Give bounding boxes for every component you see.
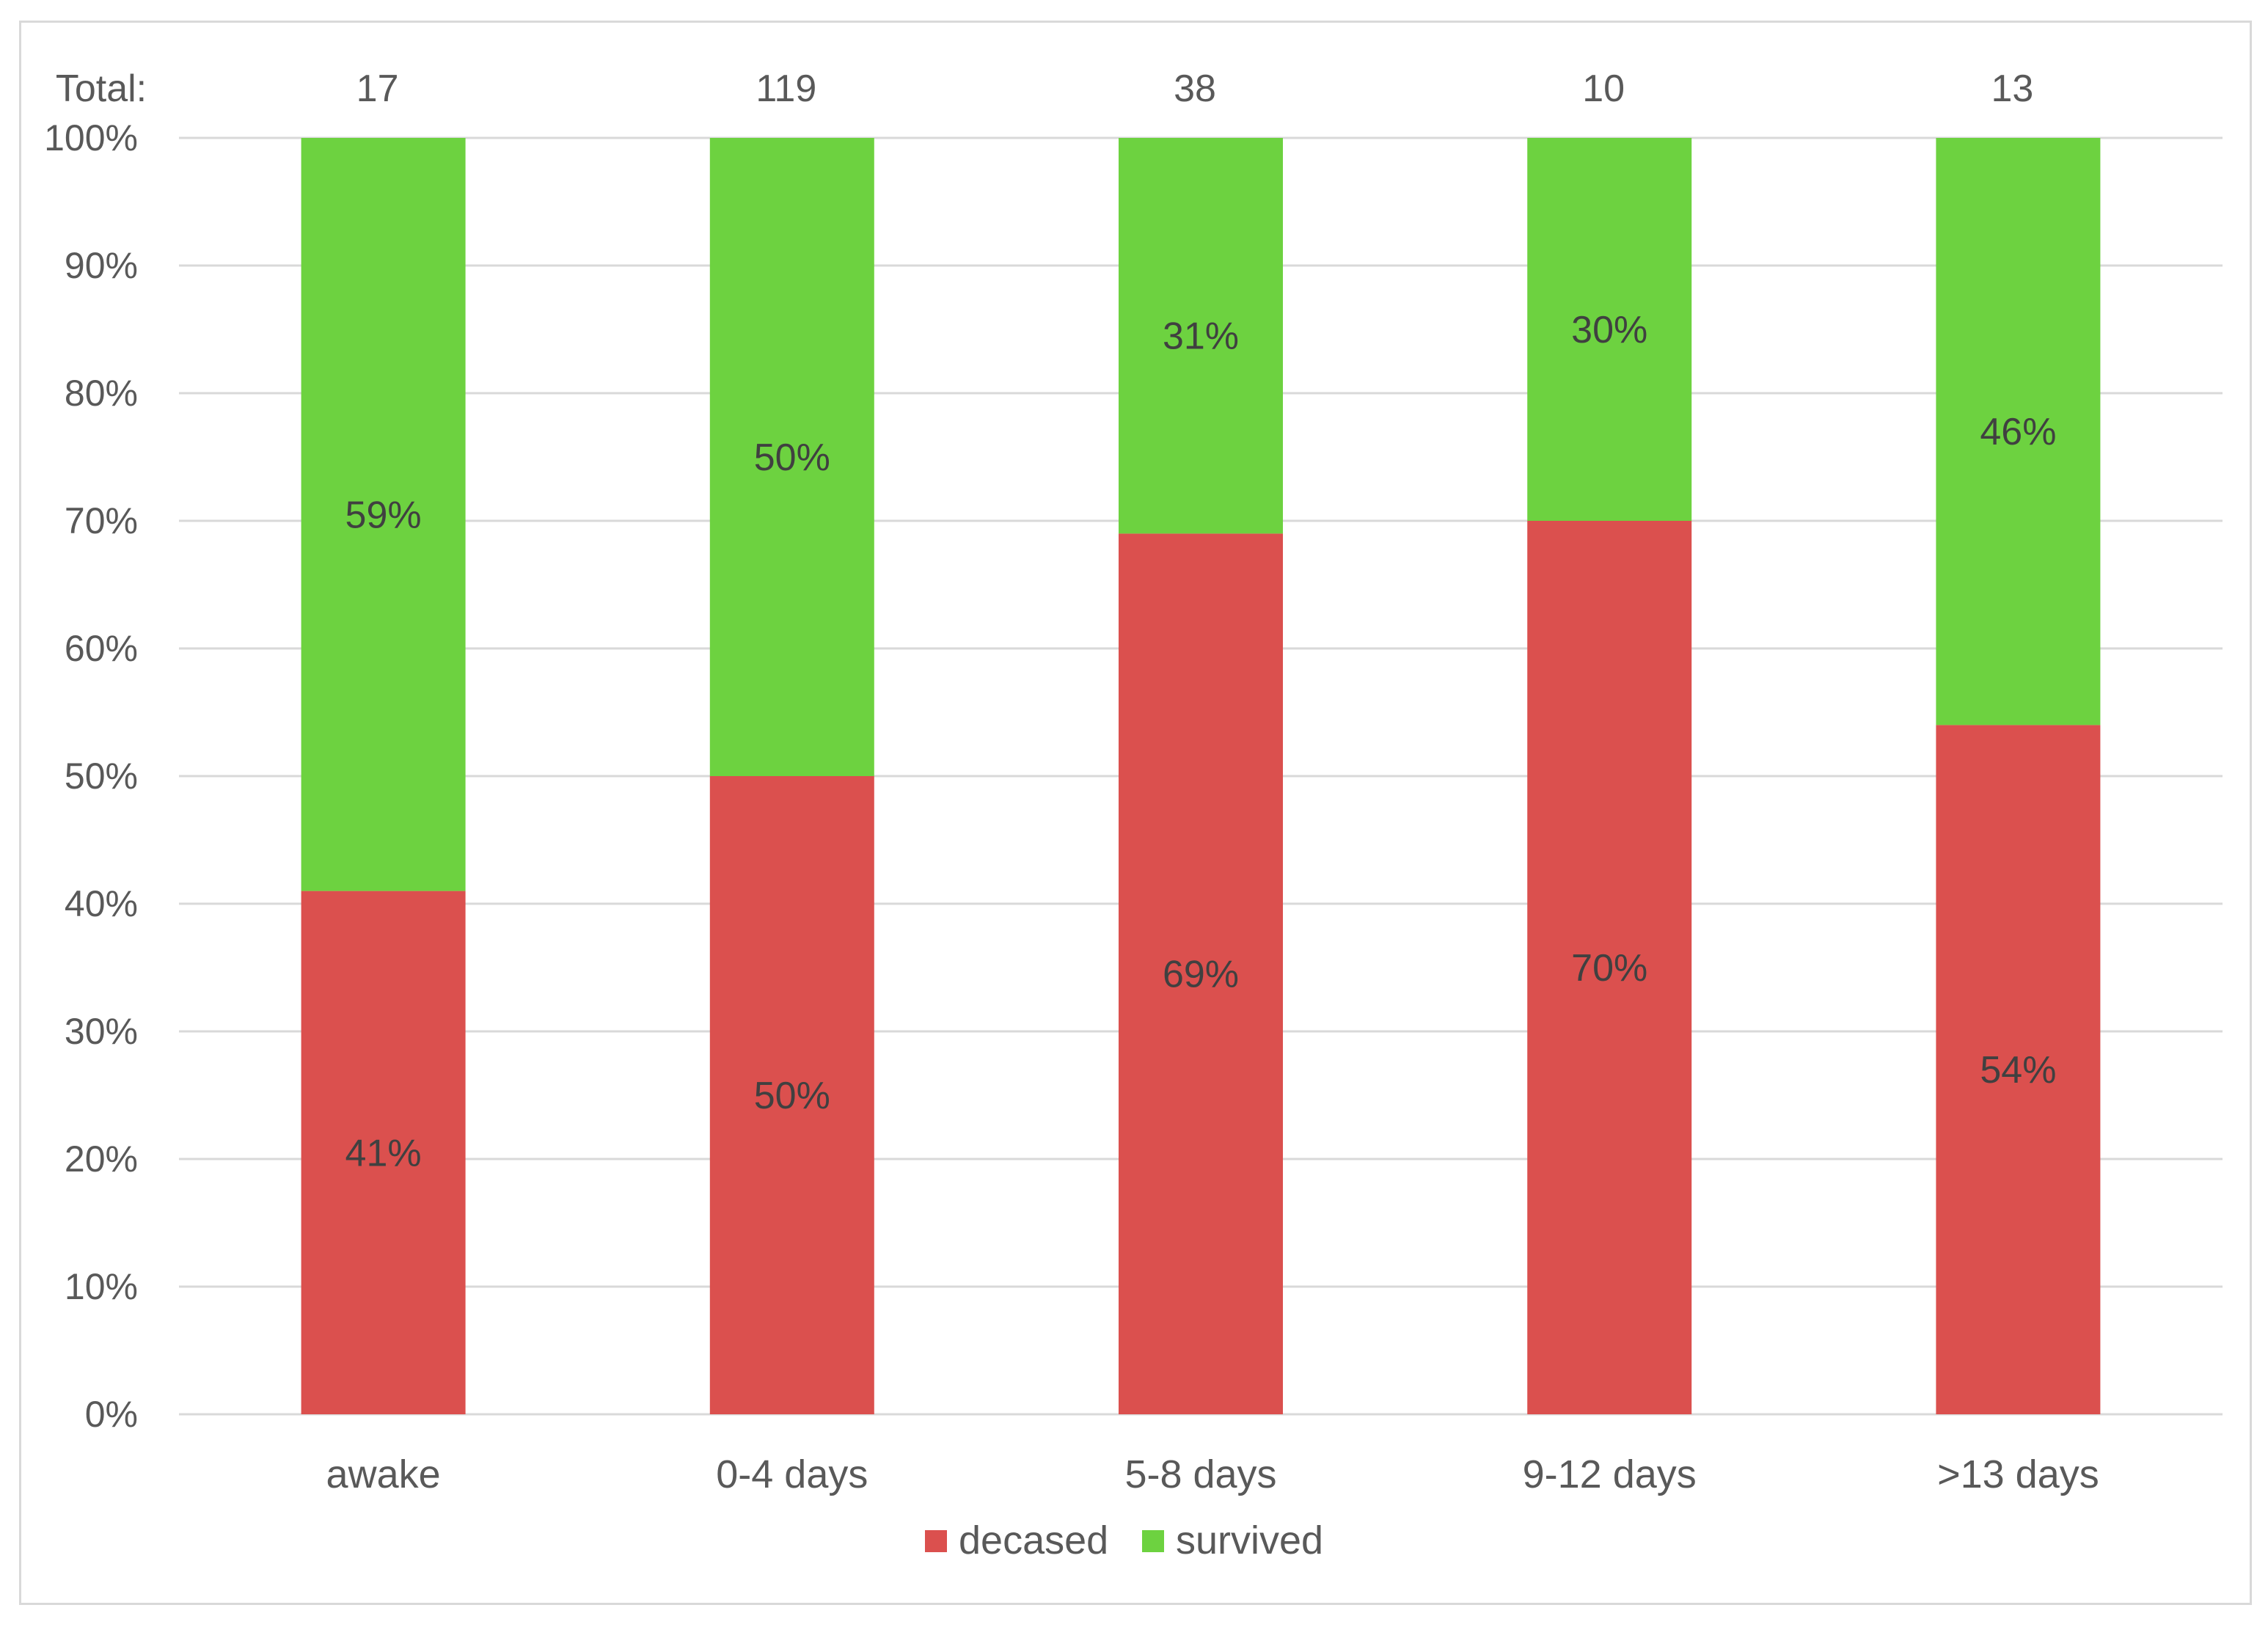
y-tick-label: 0% xyxy=(85,1394,138,1435)
data-label-decased: 54% xyxy=(1980,1049,2056,1092)
bar-segment-survived xyxy=(709,138,874,776)
x-category-label: 0-4 days xyxy=(716,1452,868,1496)
totals-header-label: Total: xyxy=(56,67,147,110)
legend: decased survived xyxy=(925,1518,1323,1562)
data-label-survived: 31% xyxy=(1163,315,1239,358)
bar-segment-survived xyxy=(1936,138,2101,725)
total-count-label: 10 xyxy=(1582,67,1625,110)
y-tick-label: 50% xyxy=(65,756,138,797)
y-tick-label: 60% xyxy=(65,628,138,669)
y-tick-label: 20% xyxy=(65,1138,138,1180)
data-label-decased: 50% xyxy=(754,1075,830,1117)
bar-segment-survived xyxy=(1527,138,1692,521)
y-tick-label: 10% xyxy=(65,1266,138,1307)
y-tick-label: 40% xyxy=(65,883,138,924)
y-tick-label: 100% xyxy=(44,117,138,158)
data-label-decased: 69% xyxy=(1163,954,1239,996)
data-label-survived: 46% xyxy=(1980,411,2056,453)
bars xyxy=(301,138,2101,1414)
x-category-label: 5-8 days xyxy=(1124,1452,1276,1496)
y-tick-label: 90% xyxy=(65,245,138,286)
data-label-survived: 30% xyxy=(1571,309,1647,351)
y-tick-label: 30% xyxy=(65,1011,138,1052)
bar-segment-decased xyxy=(301,891,466,1414)
legend-label-decased: decased xyxy=(959,1518,1108,1562)
total-count-label: 17 xyxy=(356,67,399,110)
bar-segment-decased xyxy=(1936,725,2101,1414)
bar-segment-decased xyxy=(709,776,874,1414)
legend-swatch-survived xyxy=(1142,1530,1164,1552)
legend-swatch-decased xyxy=(925,1530,947,1552)
total-count-label: 13 xyxy=(1991,67,2033,110)
legend-label-survived: survived xyxy=(1176,1518,1323,1562)
data-label-decased: 70% xyxy=(1571,947,1647,990)
bar-segment-survived xyxy=(301,138,466,891)
data-label-survived: 50% xyxy=(754,436,830,479)
y-tick-label: 70% xyxy=(65,500,138,541)
total-count-label: 38 xyxy=(1174,67,1216,110)
y-tick-label: 80% xyxy=(65,373,138,414)
x-category-label: 9-12 days xyxy=(1523,1452,1697,1496)
bar-segment-decased xyxy=(1527,521,1692,1414)
x-category-label: awake xyxy=(326,1452,441,1496)
total-count-label: 119 xyxy=(756,67,816,110)
data-label-survived: 59% xyxy=(345,494,422,536)
x-category-label: >13 days xyxy=(1937,1452,2099,1496)
labels: 0% 10% 20% 30% 40% 50% 60% 70% 80% 90% 100% Total: 4… xyxy=(44,67,2099,1496)
data-label-decased: 41% xyxy=(345,1132,422,1174)
bar-segment-decased xyxy=(1119,533,1283,1414)
bar-segment-survived xyxy=(1119,138,1283,534)
